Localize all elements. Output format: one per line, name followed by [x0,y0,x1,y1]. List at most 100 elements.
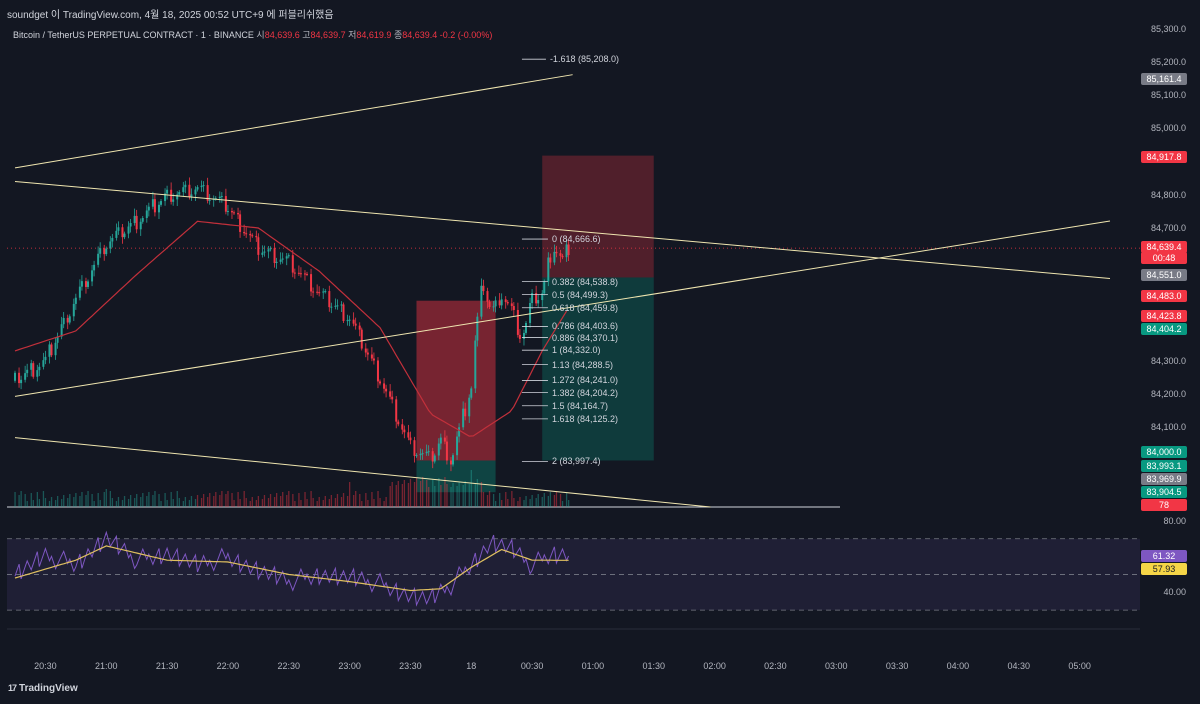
volume-bar [134,498,136,507]
candle-body [60,324,63,337]
candle-body [93,264,96,271]
time-axis-tick: 23:30 [399,661,422,671]
candle-body [433,455,436,462]
volume-bar [383,501,385,507]
candle-body [531,293,534,304]
volume-bar [553,495,556,507]
candle-body [498,300,501,306]
candle-body [103,248,106,255]
candle-body [184,184,187,188]
candle-body [310,274,313,292]
candle-body [342,304,345,321]
candle-body [26,369,29,374]
volume-bar [432,479,434,507]
volume-bar [103,492,105,507]
price-axis-tick: 85,300.0 [1150,23,1186,34]
candle-body [196,187,199,190]
volume-bar [470,470,472,507]
fib-level-label: 0.886 (84,370.1) [551,332,618,343]
time-axis-tick: 01:00 [581,661,605,671]
volume-bar [54,500,57,507]
price-badge: 84,551.0 [1141,269,1187,281]
volume-bar [555,491,558,507]
price-badge: 84,404.2 [1141,323,1187,335]
candle-body [492,306,495,308]
candle-body [188,184,191,197]
volume-bar [111,498,114,507]
candle-body [340,304,343,306]
candle-body [549,257,552,263]
volume-bar [164,493,166,507]
volume-bar [32,500,34,507]
tradingview-logo[interactable]: 17 TradingView [8,683,78,694]
volume-bar [486,495,489,507]
volume-bar [117,497,120,507]
volume-bar [61,499,63,507]
volume-bar [243,491,245,507]
volume-bar [263,495,266,507]
volume-bar [476,479,479,507]
candle-body [117,227,120,231]
volume-bar [245,498,247,507]
candle-body [230,211,233,213]
candle-body [480,285,483,317]
volume-bar [549,492,552,507]
rsi-line [14,530,570,607]
price-change: -0.2 (-0.00%) [439,30,493,40]
fib-level-label: 0 (84,666.6) [551,234,601,245]
volume-bar [494,501,497,507]
candle-body [224,196,227,212]
volume-bar [67,498,69,507]
candle-body [322,291,325,293]
volume-bar [255,500,258,507]
volume-bar [129,495,132,507]
fib-level-label: 1 (84,332.0) [551,345,601,356]
candle-body [54,342,57,356]
candle-body [318,292,321,294]
candle-body [18,372,21,384]
candle-body [237,213,240,215]
volume-bar [499,493,501,507]
volume-bar [426,480,428,507]
volume-bar [202,494,205,507]
rsi-ma-line [14,545,569,592]
candle-body [330,306,333,308]
trendline [14,180,1111,279]
candle-body [510,303,513,307]
volume-bar [97,493,99,507]
volume-bar [367,500,369,507]
candle-body [200,185,203,188]
volume-bar [194,499,197,507]
symbol-name[interactable]: Bitcoin / TetherUS PERPETUAL CONTRACT · … [13,30,254,40]
volume-bar [176,491,178,507]
price-axis-tick: 84,100.0 [1150,422,1186,433]
candle-body [141,217,144,222]
candle-body [267,249,270,252]
ohlc-low: 저84,619.9 [348,30,392,40]
candle-body [379,381,381,384]
candle-body [115,230,118,238]
volume-bar [330,495,333,507]
candle-body [541,293,544,301]
candle-body [370,354,373,359]
price-badge: 84,917.8 [1141,151,1187,163]
candle-body [383,383,386,389]
candle-body [291,255,294,273]
candle-body [97,253,100,265]
candle-body [565,244,568,258]
candle-body [504,299,507,303]
price-axis-tick: 84,700.0 [1150,222,1186,233]
volume-bar [50,497,53,507]
volume-bar [99,500,101,507]
candle-body [127,226,130,234]
candle-body [299,273,302,275]
volume-bar [56,496,59,507]
candle-body [476,316,479,341]
volume-bar [170,492,172,507]
volume-bar [359,494,361,507]
volume-bar [184,497,187,507]
candle-body [372,358,375,361]
volume-bar [519,497,521,507]
